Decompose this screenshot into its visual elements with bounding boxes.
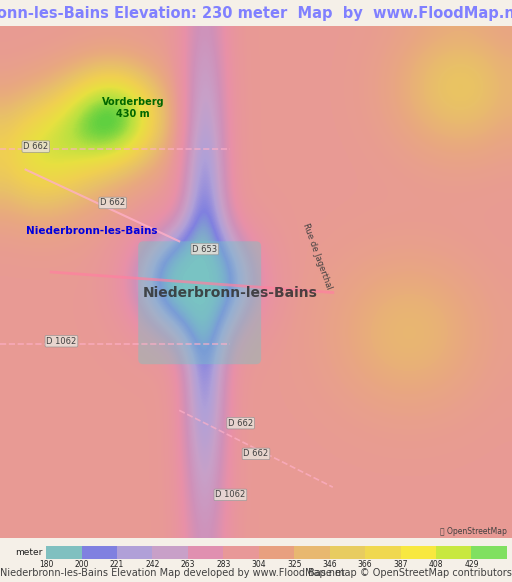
Text: 429: 429 [464,560,479,569]
Text: Niederbronn-les-Bains: Niederbronn-les-Bains [27,226,158,236]
Text: 408: 408 [429,560,443,569]
Bar [365,546,400,559]
Bar [153,546,188,559]
Bar [330,546,365,559]
Text: 221: 221 [110,560,124,569]
Text: 346: 346 [323,560,337,569]
Bar [436,546,472,559]
Text: Niederbronn-les-Bains Elevation Map developed by www.FloodMap.net: Niederbronn-les-Bains Elevation Map deve… [0,567,345,577]
Text: D 662: D 662 [100,198,125,207]
Text: 304: 304 [251,560,266,569]
Text: 242: 242 [145,560,160,569]
Bar [188,546,223,559]
Text: D 662: D 662 [228,418,253,428]
Text: 180: 180 [39,560,53,569]
Bar [81,546,117,559]
Text: 263: 263 [181,560,195,569]
Text: Niederbronn-les-Bains: Niederbronn-les-Bains [143,286,318,300]
FancyBboxPatch shape [138,242,261,364]
Bar [472,546,507,559]
Text: 366: 366 [358,560,372,569]
Bar [259,546,294,559]
Bar [294,546,330,559]
Text: Rue de Jagerthal: Rue de Jagerthal [301,222,334,291]
Bar [46,546,81,559]
Text: D 1062: D 1062 [215,491,246,499]
Text: Vorderberg
430 m: Vorderberg 430 m [102,97,164,119]
Text: 325: 325 [287,560,302,569]
Text: 200: 200 [74,560,89,569]
Text: Base map © OpenStreetMap contributors: Base map © OpenStreetMap contributors [308,567,512,577]
Text: 🔍 OpenStreetMap: 🔍 OpenStreetMap [440,527,507,536]
Text: 283: 283 [216,560,230,569]
Bar [223,546,259,559]
Text: meter: meter [15,548,42,557]
Text: 387: 387 [393,560,408,569]
Text: D 1062: D 1062 [46,337,77,346]
Text: Niederbronn-les-Bains Elevation: 230 meter  Map  by  www.FloodMap.net (beta): Niederbronn-les-Bains Elevation: 230 met… [0,6,512,20]
Text: D 653: D 653 [192,244,218,254]
Text: D 662: D 662 [243,449,269,459]
Text: D 662: D 662 [23,142,49,151]
Bar [400,546,436,559]
Bar [117,546,153,559]
